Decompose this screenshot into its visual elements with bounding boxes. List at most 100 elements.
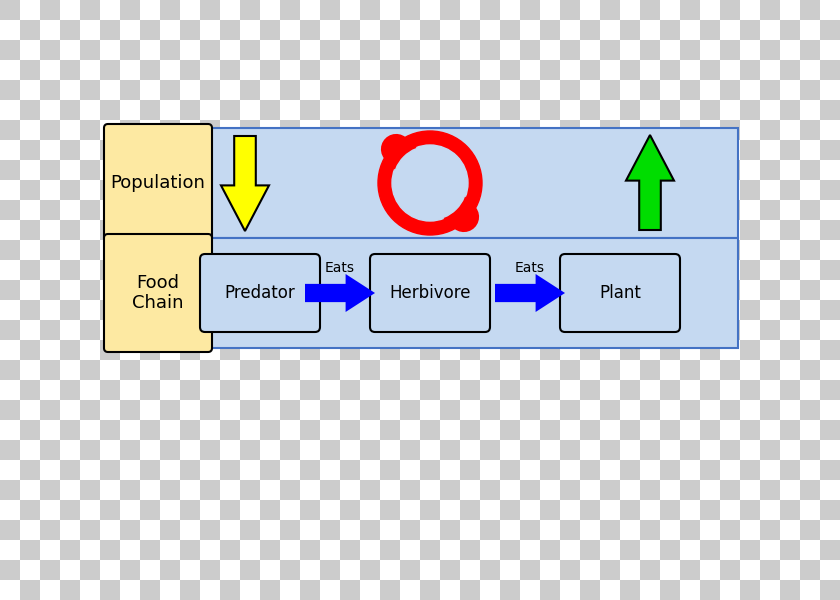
Bar bbox=[100, 60, 120, 80]
Bar bbox=[200, 360, 220, 380]
Bar bbox=[20, 300, 40, 320]
Bar bbox=[200, 20, 220, 40]
Bar bbox=[240, 400, 260, 420]
Bar bbox=[540, 440, 560, 460]
Bar bbox=[540, 200, 560, 220]
Bar bbox=[560, 480, 580, 500]
Bar bbox=[280, 180, 300, 200]
Bar bbox=[260, 540, 280, 560]
Bar bbox=[580, 420, 600, 440]
Bar bbox=[820, 100, 840, 120]
Bar bbox=[20, 0, 40, 20]
Bar bbox=[480, 560, 500, 580]
Bar bbox=[140, 400, 160, 420]
Bar bbox=[180, 180, 200, 200]
Bar bbox=[720, 280, 740, 300]
Bar bbox=[380, 40, 400, 60]
Bar bbox=[340, 120, 360, 140]
Bar bbox=[0, 120, 20, 140]
Bar bbox=[540, 520, 560, 540]
Bar bbox=[700, 500, 720, 520]
Circle shape bbox=[378, 131, 482, 235]
Bar bbox=[400, 220, 420, 240]
Bar bbox=[820, 480, 840, 500]
Bar bbox=[740, 40, 760, 60]
Bar bbox=[760, 480, 780, 500]
Bar bbox=[680, 320, 700, 340]
Bar bbox=[220, 540, 240, 560]
Bar bbox=[780, 160, 800, 180]
Bar bbox=[360, 540, 380, 560]
Bar bbox=[0, 200, 20, 220]
Bar bbox=[660, 420, 680, 440]
Bar bbox=[620, 440, 640, 460]
Bar bbox=[540, 160, 560, 180]
Bar bbox=[300, 400, 320, 420]
Bar bbox=[160, 200, 180, 220]
Bar bbox=[0, 0, 20, 20]
Bar bbox=[380, 400, 400, 420]
Bar bbox=[420, 300, 440, 320]
Bar bbox=[740, 80, 760, 100]
Bar bbox=[420, 340, 440, 360]
Bar bbox=[540, 360, 560, 380]
Bar bbox=[440, 320, 460, 340]
Bar bbox=[780, 220, 800, 240]
Bar bbox=[280, 160, 300, 180]
Bar bbox=[60, 140, 80, 160]
Bar bbox=[800, 500, 820, 520]
Bar bbox=[60, 480, 80, 500]
Bar bbox=[480, 60, 500, 80]
Bar bbox=[380, 580, 400, 600]
Bar bbox=[160, 360, 180, 380]
Bar bbox=[820, 320, 840, 340]
Bar bbox=[380, 320, 400, 340]
Bar bbox=[420, 80, 440, 100]
Bar bbox=[640, 420, 660, 440]
Bar bbox=[60, 380, 80, 400]
Bar bbox=[400, 520, 420, 540]
Bar bbox=[200, 120, 220, 140]
Bar bbox=[0, 140, 20, 160]
Bar bbox=[600, 340, 620, 360]
Bar bbox=[680, 360, 700, 380]
Bar bbox=[480, 80, 500, 100]
Bar bbox=[60, 0, 80, 20]
Bar bbox=[60, 300, 80, 320]
Bar bbox=[20, 80, 40, 100]
Bar bbox=[400, 200, 420, 220]
Bar bbox=[620, 300, 640, 320]
Bar bbox=[760, 500, 780, 520]
Bar bbox=[360, 260, 380, 280]
Bar bbox=[760, 360, 780, 380]
Bar bbox=[20, 480, 40, 500]
Bar bbox=[740, 360, 760, 380]
Bar bbox=[460, 420, 480, 440]
Bar bbox=[500, 280, 520, 300]
Bar bbox=[220, 0, 240, 20]
Bar bbox=[640, 200, 660, 220]
Bar bbox=[300, 300, 320, 320]
Bar bbox=[140, 460, 160, 480]
Bar bbox=[660, 340, 680, 360]
Bar bbox=[400, 40, 420, 60]
Bar bbox=[560, 80, 580, 100]
Bar bbox=[640, 280, 660, 300]
Bar bbox=[700, 440, 720, 460]
Bar bbox=[0, 220, 20, 240]
Bar bbox=[480, 200, 500, 220]
Bar bbox=[180, 420, 200, 440]
Bar bbox=[660, 520, 680, 540]
Bar bbox=[380, 560, 400, 580]
Bar bbox=[100, 400, 120, 420]
Bar bbox=[140, 140, 160, 160]
Bar bbox=[200, 240, 220, 260]
Bar bbox=[300, 0, 320, 20]
Bar bbox=[240, 380, 260, 400]
Bar bbox=[420, 560, 440, 580]
Bar bbox=[460, 140, 480, 160]
Bar bbox=[440, 300, 460, 320]
Bar bbox=[640, 540, 660, 560]
Bar bbox=[700, 120, 720, 140]
Bar bbox=[180, 40, 200, 60]
